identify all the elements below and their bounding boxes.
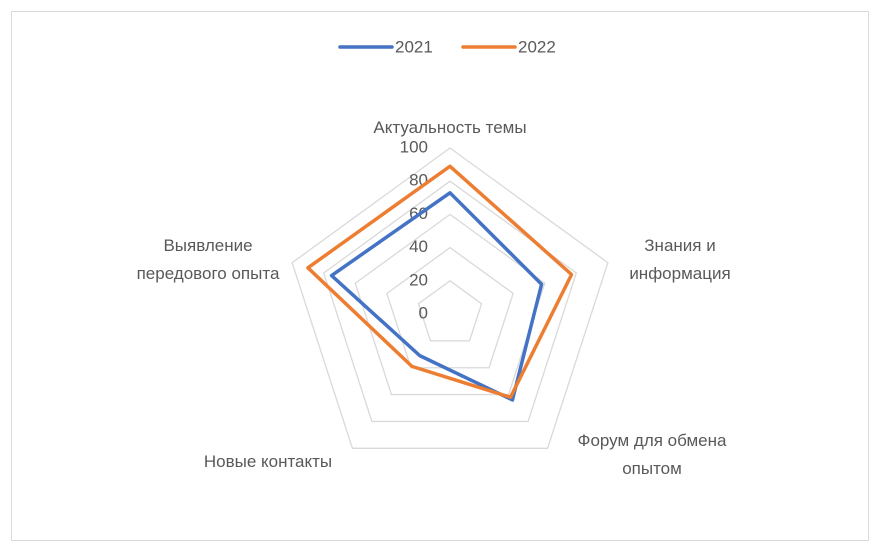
chart-border bbox=[11, 11, 869, 541]
grid-ring bbox=[291, 147, 609, 449]
legend-label: 2022 bbox=[518, 37, 556, 56]
grid-ring bbox=[386, 246, 514, 369]
category-label: Новые контакты bbox=[203, 452, 333, 471]
legend-label: 2021 bbox=[395, 37, 433, 56]
category-label: Актуальность темы bbox=[373, 118, 527, 137]
category-label: Форум для обмена опытом bbox=[577, 431, 727, 478]
r-tick-label: 20 bbox=[409, 270, 428, 289]
r-tick-label: 100 bbox=[400, 137, 428, 156]
category-label: Выявление передового опыта bbox=[136, 236, 280, 283]
r-tick-label: 0 bbox=[419, 303, 428, 322]
series-line bbox=[306, 164, 574, 400]
r-tick-label: 40 bbox=[409, 237, 428, 256]
category-label: Знания и информация bbox=[629, 236, 731, 283]
grid-ring bbox=[417, 279, 483, 342]
series-line bbox=[329, 191, 544, 402]
